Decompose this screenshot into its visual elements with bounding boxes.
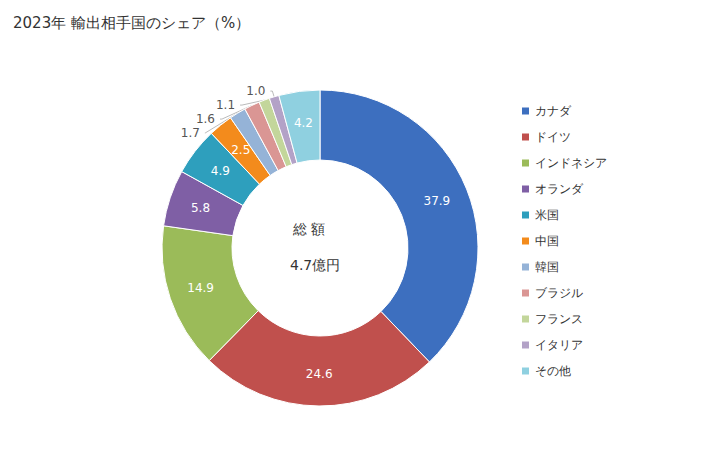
svg-text:イタリア: イタリア: [535, 338, 583, 352]
svg-text:1.0: 1.0: [246, 84, 265, 98]
svg-text:オランダ: オランダ: [535, 182, 584, 196]
svg-text:1.1: 1.1: [216, 98, 235, 112]
svg-text:ドイツ: ドイツ: [535, 130, 571, 144]
svg-text:24.6: 24.6: [306, 367, 333, 381]
svg-text:4.2: 4.2: [294, 116, 313, 130]
svg-text:総 額: 総 額: [292, 221, 325, 237]
svg-text:1.7: 1.7: [181, 126, 200, 140]
svg-text:ブラジル: ブラジル: [535, 286, 583, 300]
svg-text:その他: その他: [535, 364, 571, 378]
svg-text:インドネシア: インドネシア: [535, 156, 607, 170]
svg-text:カナダ: カナダ: [535, 104, 572, 118]
svg-text:中国: 中国: [535, 234, 559, 248]
svg-text:米国: 米国: [535, 208, 559, 222]
svg-text:1.6: 1.6: [196, 112, 215, 126]
svg-text:2023年 輸出相手国のシェア（%）: 2023年 輸出相手国のシェア（%）: [13, 14, 250, 32]
svg-text:フランス: フランス: [535, 312, 583, 326]
svg-text:14.9: 14.9: [187, 281, 214, 295]
svg-text:5.8: 5.8: [191, 201, 210, 215]
svg-text:4.7億円: 4.7億円: [290, 257, 340, 273]
svg-text:2.5: 2.5: [231, 143, 250, 157]
svg-text:4.9: 4.9: [211, 164, 230, 178]
svg-text:37.9: 37.9: [424, 194, 451, 208]
svg-text:韓国: 韓国: [535, 260, 559, 274]
